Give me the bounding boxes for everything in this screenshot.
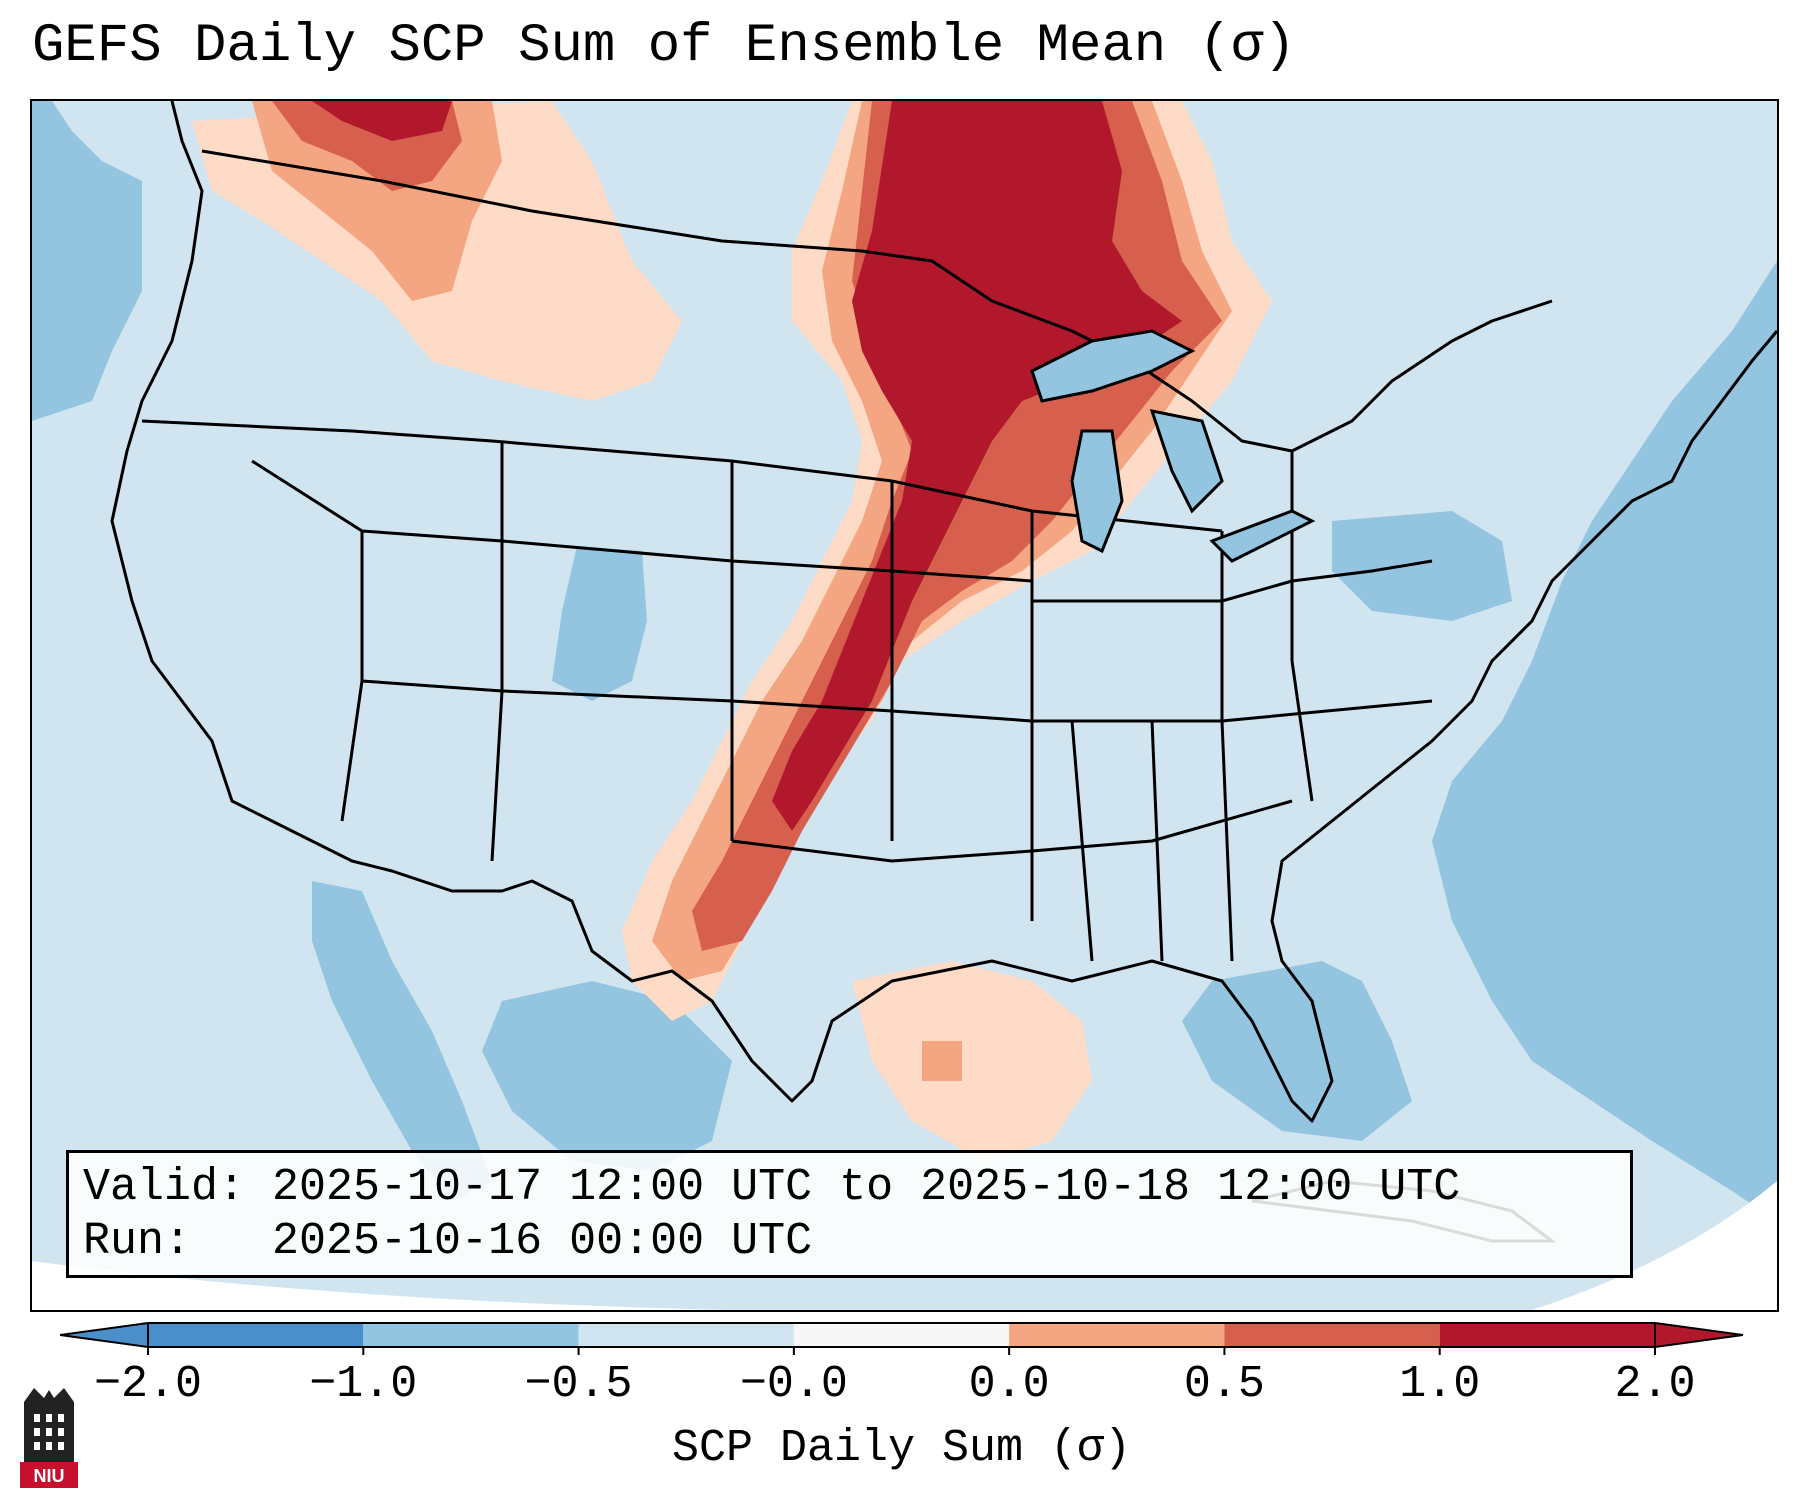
colorbar-segment — [1224, 1323, 1440, 1347]
plains-max-band — [772, 101, 1182, 831]
us-outline — [110, 101, 1777, 1123]
colorbar — [60, 1321, 1743, 1355]
colorbar-segment — [578, 1323, 794, 1347]
logo-roof — [24, 1388, 74, 1402]
valid-time-line: Valid: 2025-10-17 12:00 UTC to 2025-10-1… — [83, 1162, 1461, 1213]
gulf-positive-area — [852, 961, 1092, 1161]
map-panel[interactable] — [30, 99, 1779, 1312]
colorbar-label: SCP Daily Sum (σ) — [671, 1423, 1132, 1474]
colorbar-segment — [363, 1323, 579, 1347]
lake-huron — [1149, 409, 1224, 514]
great-lakes — [1030, 329, 1316, 563]
pacific-negative-area — [32, 101, 142, 421]
state-borders — [110, 101, 1777, 1123]
colorbar-outline — [147, 1322, 1656, 1348]
lake-erie — [1209, 509, 1316, 563]
colorbar-tick-label: 1.0 — [1399, 1359, 1481, 1410]
colorbar-upper-extend — [1654, 1321, 1743, 1349]
map-title: GEFS Daily SCP Sum of Ensemble Mean (σ) — [32, 16, 1296, 77]
baja-negative-area — [312, 881, 492, 1201]
lake-superior — [1030, 329, 1196, 403]
colorbar-tick-label: −0.5 — [524, 1359, 633, 1410]
colorbar-segment — [793, 1323, 1010, 1347]
logo-text: NIU — [34, 1466, 65, 1486]
run-time-line: Run: 2025-10-16 00:00 UTC — [83, 1216, 813, 1267]
colorado-negative-area — [552, 546, 647, 701]
lake-michigan — [1070, 429, 1124, 554]
northwest-max-area — [312, 101, 452, 141]
mexico-negative-area — [482, 981, 732, 1171]
colorbar-tick-label: 0.5 — [1183, 1359, 1265, 1410]
colorbar-tick-label: 2.0 — [1614, 1359, 1696, 1410]
gulf-moderate-spot — [922, 1041, 962, 1081]
colorbar-lower-extend — [60, 1321, 149, 1349]
northeast-negative-area — [1332, 511, 1512, 621]
niu-logo: NIU — [20, 1388, 78, 1488]
colorbar-segment — [1439, 1323, 1655, 1347]
southeast-corner-white — [1532, 1181, 1777, 1310]
colorbar-segment — [1009, 1323, 1225, 1347]
logo-banner — [20, 1462, 78, 1488]
colorbar-tick-label: −2.0 — [93, 1359, 203, 1410]
colorbar-tick-label: −1.0 — [309, 1359, 418, 1410]
southwest-corner-white — [32, 1261, 732, 1310]
colorbar-tick-label: 0.0 — [968, 1359, 1050, 1410]
colorbar-tick-label: −0.0 — [739, 1359, 848, 1410]
valid-run-info-box: Valid: 2025-10-17 12:00 UTC to 2025-10-1… — [66, 1150, 1633, 1278]
colorbar-segment — [148, 1323, 364, 1347]
map-canvas — [32, 101, 1777, 1310]
atlantic-negative-area — [1432, 261, 1777, 1221]
